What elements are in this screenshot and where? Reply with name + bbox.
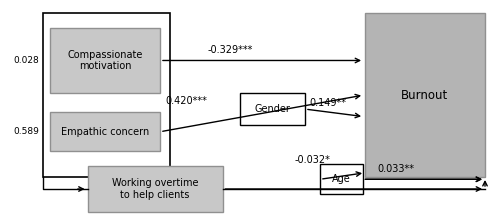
FancyBboxPatch shape [88,166,222,212]
Text: -0.329***: -0.329*** [208,45,253,55]
Text: 0.589: 0.589 [13,127,39,136]
FancyBboxPatch shape [50,112,160,151]
Text: -0.032*: -0.032* [295,155,331,165]
Text: 0.420***: 0.420*** [165,96,207,106]
Text: Compassionate
motivation: Compassionate motivation [68,50,142,71]
Text: Age: Age [332,174,350,184]
Text: 0.033**: 0.033** [378,164,414,174]
FancyBboxPatch shape [50,28,160,93]
Text: 0.149**: 0.149** [309,98,346,108]
Text: Working overtime
to help clients: Working overtime to help clients [112,178,198,200]
FancyBboxPatch shape [365,13,485,177]
FancyBboxPatch shape [42,13,170,177]
Text: Empathic concern: Empathic concern [61,127,149,137]
Text: 0.028: 0.028 [13,56,39,65]
Text: Gender: Gender [254,104,290,114]
FancyBboxPatch shape [240,93,305,125]
FancyBboxPatch shape [320,164,362,194]
Text: Burnout: Burnout [402,89,448,102]
